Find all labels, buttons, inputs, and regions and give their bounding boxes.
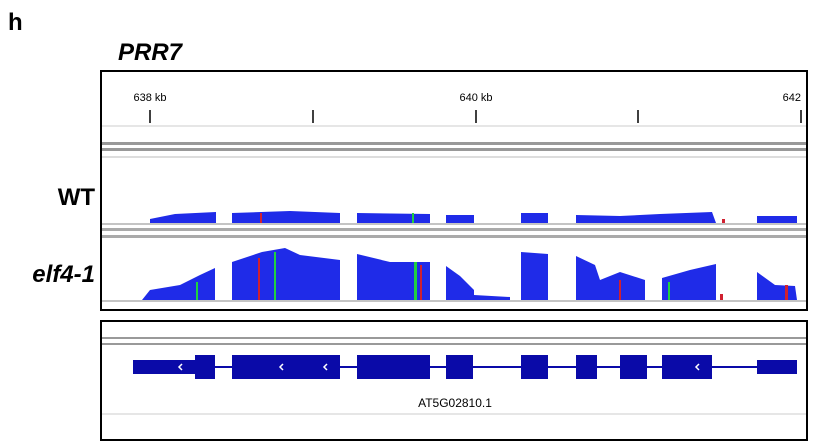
browser-bottom: AT5G02810.1: [100, 320, 808, 441]
ruler-label: 638 kb: [133, 92, 166, 104]
ruler-label: 640 kb: [459, 92, 492, 104]
frame: [100, 70, 808, 311]
wt-coverage: [150, 211, 797, 223]
separator: [102, 337, 806, 339]
ruler-label: 642: [783, 92, 801, 104]
gene-model: [133, 355, 797, 379]
track-label: elf4-1: [32, 261, 95, 288]
separator: [102, 343, 806, 345]
gene-title: PRR7: [118, 39, 184, 66]
gene-name: AT5G02810.1: [418, 396, 492, 410]
ruler-ticks: [149, 110, 802, 123]
track-label: WT: [58, 184, 96, 211]
elf4-coverage: [142, 248, 797, 300]
separators: [102, 125, 806, 238]
panel-label: h: [8, 9, 23, 36]
frame: [100, 320, 808, 441]
browser-top: 638 kb 640 kb 642: [100, 70, 808, 311]
strand-arrows: [177, 363, 700, 371]
